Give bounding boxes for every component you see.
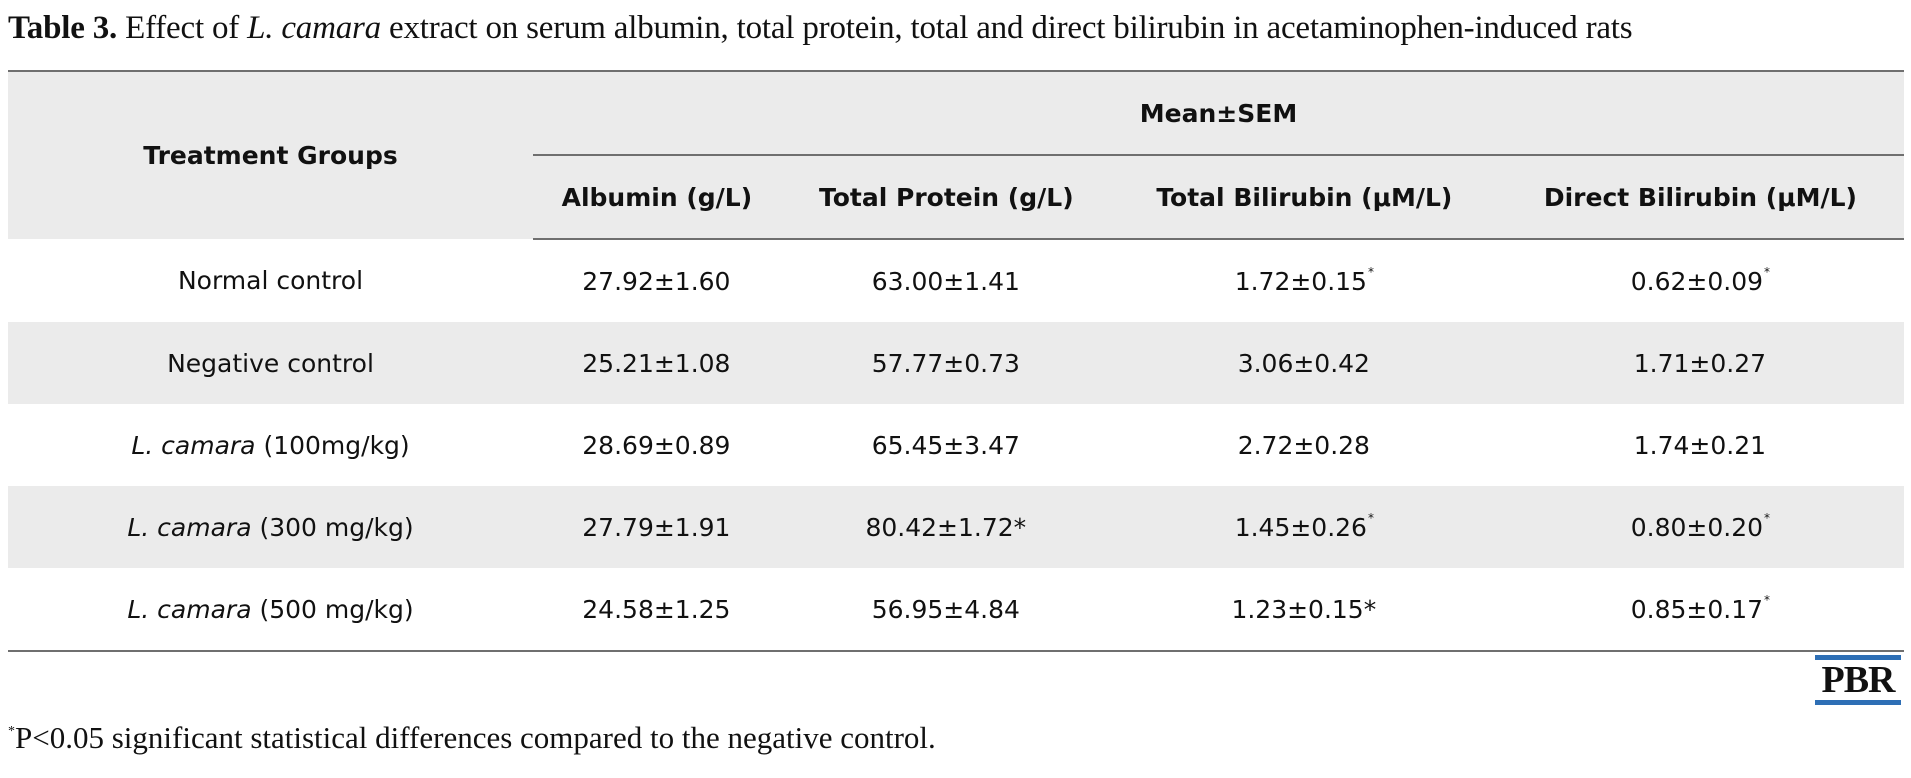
cell-value: 0.80±0.20 <box>1630 512 1764 542</box>
cell-value: 80.42±1.72* <box>865 512 1027 542</box>
cell-value: 3.06±0.42 <box>1237 348 1370 378</box>
group-name: Normal control <box>177 266 364 295</box>
cell-total-protein: 63.00±1.41 <box>781 239 1112 322</box>
cell-value: 2.72±0.28 <box>1237 430 1370 460</box>
caption-text-before: Effect of <box>117 10 248 46</box>
header-treatment-groups: Treatment Groups <box>8 70 533 239</box>
cell-total-protein: 65.45±3.47 <box>781 404 1112 486</box>
header-total-protein: Total Protein (g/L) <box>780 155 1112 240</box>
cell-value: 28.69±0.89 <box>582 430 731 460</box>
footnote-mark: * <box>8 724 15 739</box>
cell-albumin: 27.79±1.91 <box>533 486 781 568</box>
row-label: Negative control <box>8 322 533 404</box>
caption-text-after: extract on serum albumin, total protein,… <box>380 10 1633 46</box>
row-label: L. camara (500 mg/kg) <box>8 568 533 652</box>
cell-total-bilirubin: 1.45±0.26* <box>1111 486 1497 568</box>
header-total-bilirubin: Total Bilirubin (μM/L) <box>1111 155 1497 240</box>
cell-value: 63.00±1.41 <box>871 266 1020 296</box>
table-row: L. camara (500 mg/kg) 24.58±1.25 56.95±4… <box>8 568 1904 652</box>
cell-direct-bilirubin: 0.85±0.17* <box>1496 568 1904 652</box>
cell-value: 1.71±0.27 <box>1633 348 1767 378</box>
cell-value: 65.45±3.47 <box>871 430 1020 460</box>
cell-total-bilirubin: 1.72±0.15* <box>1112 239 1497 322</box>
pbr-logo: PBR <box>1815 655 1901 705</box>
results-table: Treatment Groups Mean±SEM Albumin (g/L) … <box>8 70 1904 652</box>
cell-value: 27.92±1.60 <box>582 266 731 296</box>
cell-value: 0.62±0.09 <box>1630 266 1764 296</box>
group-dose: (300 mg/kg) <box>251 512 414 542</box>
cell-total-bilirubin: 1.23±0.15* <box>1111 568 1497 652</box>
cell-albumin: 25.21±1.08 <box>533 322 781 404</box>
cell-value: 56.95±4.84 <box>871 594 1020 624</box>
significance-mark: * <box>1367 510 1374 525</box>
row-label: L. camara (100mg/kg) <box>8 404 533 486</box>
table-row: Negative control 25.21±1.08 57.77±0.73 3… <box>8 322 1904 404</box>
cell-value: 1.74±0.21 <box>1633 430 1767 460</box>
cell-albumin: 24.58±1.25 <box>533 568 781 652</box>
header-albumin: Albumin (g/L) <box>533 155 781 240</box>
cell-total-protein: 56.95±4.84 <box>780 568 1112 652</box>
table-row: L. camara (100mg/kg) 28.69±0.89 65.45±3.… <box>8 404 1904 486</box>
group-species: L. camara <box>131 430 256 460</box>
cell-value: 0.85±0.17 <box>1630 594 1764 624</box>
table-caption: Table 3. Effect of L. camara extract on … <box>8 10 1633 47</box>
table-row: L. camara (300 mg/kg) 27.79±1.91 80.42±1… <box>8 486 1904 568</box>
significance-mark: * <box>1764 510 1771 525</box>
cell-direct-bilirubin: 1.74±0.21 <box>1497 404 1904 486</box>
significance-mark: * <box>1764 592 1771 607</box>
footnote: *P<0.05 significant statistical differen… <box>8 720 936 756</box>
footnote-text: P<0.05 significant statistical differenc… <box>15 720 936 755</box>
cell-value: 1.72±0.15 <box>1234 266 1367 296</box>
group-dose: (100mg/kg) <box>255 430 410 460</box>
cell-albumin: 27.92±1.60 <box>533 239 781 322</box>
cell-direct-bilirubin: 0.62±0.09* <box>1497 239 1904 322</box>
row-label: L. camara (300 mg/kg) <box>8 486 533 568</box>
header-row-top: Treatment Groups Mean±SEM <box>8 70 1904 239</box>
cell-total-bilirubin: 3.06±0.42 <box>1111 322 1497 404</box>
header-mean-sem: Mean±SEM <box>533 70 1904 156</box>
group-dose: (500 mg/kg) <box>251 594 414 624</box>
header-row-columns: Albumin (g/L) Total Protein (g/L) Total … <box>8 155 1904 240</box>
table-row: Normal control 27.92±1.60 63.00±1.41 1.7… <box>8 239 1904 322</box>
significance-mark: * <box>1764 264 1771 279</box>
cell-value: 24.58±1.25 <box>582 594 731 624</box>
cell-value: 1.45±0.26 <box>1234 512 1367 542</box>
significance-mark: * <box>1367 264 1374 279</box>
group-name: Negative control <box>167 348 374 378</box>
cell-value: 57.77±0.73 <box>871 348 1020 378</box>
cell-direct-bilirubin: 0.80±0.20* <box>1496 486 1904 568</box>
cell-total-protein: 80.42±1.72* <box>780 486 1112 568</box>
group-species: L. camara <box>127 594 252 624</box>
caption-species: L. camara <box>247 10 381 46</box>
header-direct-bilirubin: Direct Bilirubin (μM/L) <box>1496 155 1904 240</box>
cell-total-protein: 57.77±0.73 <box>780 322 1112 404</box>
row-label: Normal control <box>8 239 533 322</box>
cell-value: 27.79±1.91 <box>582 512 731 542</box>
cell-direct-bilirubin: 1.71±0.27 <box>1496 322 1904 404</box>
cell-albumin: 28.69±0.89 <box>533 404 781 486</box>
cell-value: 25.21±1.08 <box>582 348 731 378</box>
caption-label: Table 3. <box>8 10 118 46</box>
cell-total-bilirubin: 2.72±0.28 <box>1112 404 1497 486</box>
cell-value: 1.23±0.15* <box>1231 594 1377 624</box>
group-species: L. camara <box>127 512 252 542</box>
